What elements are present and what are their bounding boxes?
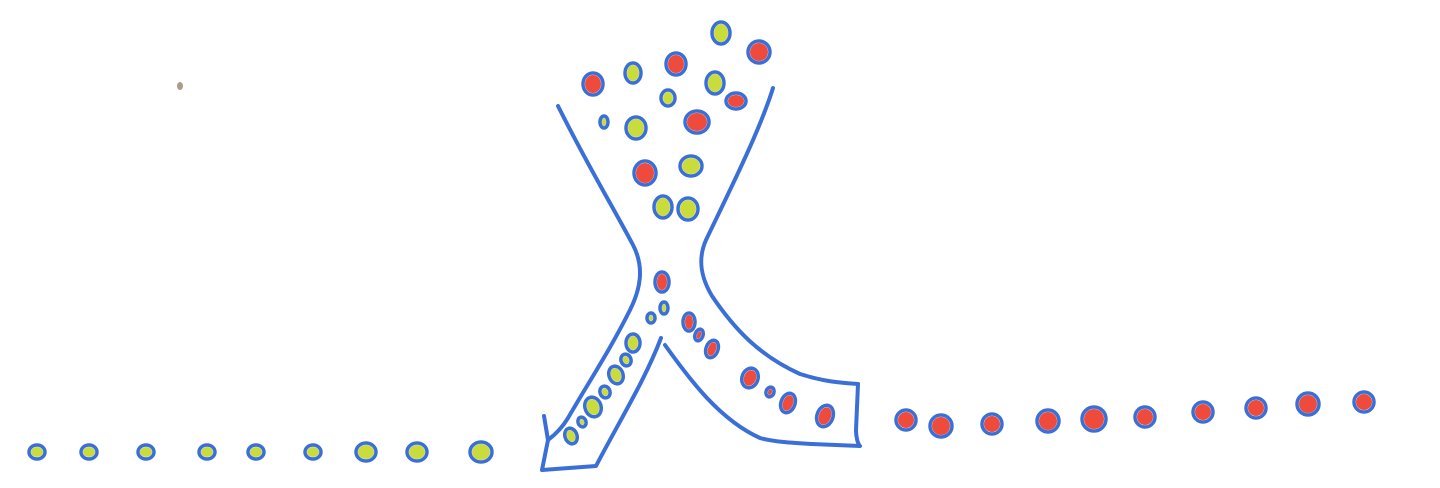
left-output-dot bbox=[246, 443, 266, 461]
right-branch-dot bbox=[739, 366, 761, 390]
left-output-dot bbox=[405, 441, 429, 463]
right-output-dot bbox=[1191, 400, 1215, 424]
dots-layer bbox=[27, 20, 1376, 464]
right-output-dot bbox=[1080, 405, 1108, 433]
left-output-dot bbox=[303, 443, 323, 461]
mixed-dot bbox=[681, 311, 697, 333]
right-branch-dot bbox=[764, 385, 776, 399]
funnel-right-wall bbox=[699, 86, 860, 386]
left-output-dot bbox=[197, 443, 217, 461]
left-branch-dot bbox=[562, 426, 580, 446]
mixed-dot bbox=[623, 61, 643, 85]
mixed-dot bbox=[652, 194, 674, 220]
right-output-dot bbox=[980, 412, 1004, 436]
funnel-left-wall bbox=[546, 104, 642, 442]
left-branch-dot bbox=[598, 384, 612, 400]
mixed-dot bbox=[624, 332, 642, 354]
right-output-dot bbox=[928, 413, 954, 439]
right-branch-dot bbox=[778, 391, 798, 415]
mixed-dot bbox=[645, 311, 657, 325]
right-branch-dot bbox=[692, 327, 706, 343]
left-branch-dot bbox=[582, 395, 604, 419]
left-output-dot bbox=[136, 443, 156, 461]
right-output-dot bbox=[1295, 391, 1321, 417]
left-branch-dot bbox=[606, 364, 626, 386]
right-output-dot bbox=[894, 408, 918, 432]
mixed-dot bbox=[664, 51, 688, 77]
mixed-dot bbox=[598, 114, 610, 130]
right-output-dot bbox=[1133, 405, 1157, 429]
right-branch-end bbox=[663, 343, 862, 448]
right-branch-dot bbox=[703, 338, 721, 360]
mixed-dot bbox=[678, 154, 704, 178]
mixed-dot bbox=[683, 109, 711, 135]
left-output-dot bbox=[468, 440, 494, 464]
mixed-dot bbox=[632, 159, 658, 187]
left-output-dot bbox=[27, 443, 47, 461]
mixed-dot bbox=[624, 115, 648, 141]
left-branch-dot bbox=[576, 415, 588, 429]
left-output-dot bbox=[354, 441, 378, 463]
ink-speck bbox=[177, 82, 183, 90]
left-branch-dot bbox=[619, 352, 633, 368]
mixed-dot bbox=[653, 270, 671, 294]
mixed-dot bbox=[746, 39, 772, 65]
left-branch-arrowhead bbox=[540, 336, 663, 472]
left-output-dot bbox=[79, 443, 99, 461]
mixed-dot bbox=[704, 70, 726, 96]
right-output-dot bbox=[1352, 390, 1376, 414]
mixed-dot bbox=[659, 88, 677, 108]
right-branch-dot bbox=[814, 403, 836, 429]
right-output-dot bbox=[1035, 408, 1061, 434]
mixed-dot bbox=[724, 91, 748, 111]
mixed-dot bbox=[710, 20, 732, 46]
right-output-dot bbox=[1244, 396, 1268, 420]
mixed-dot bbox=[658, 300, 670, 316]
mixed-dot bbox=[676, 196, 700, 222]
mixed-dot bbox=[581, 71, 605, 97]
